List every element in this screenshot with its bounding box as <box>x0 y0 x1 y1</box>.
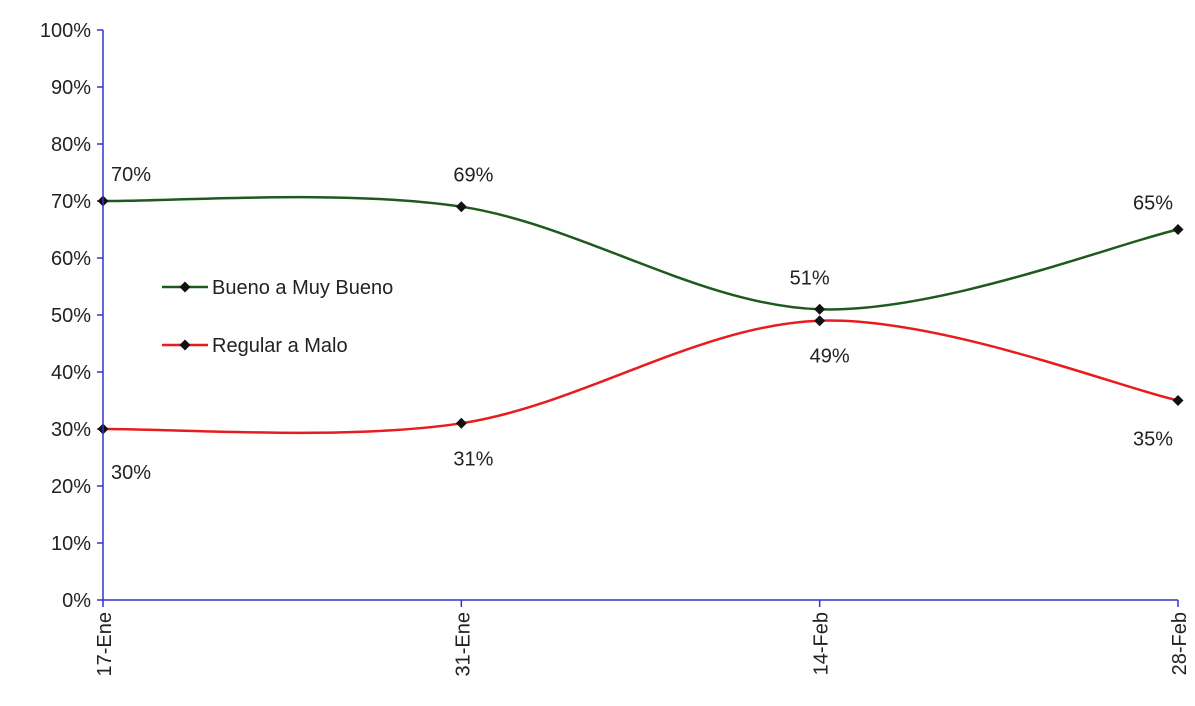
legend-item-regular: Regular a Malo <box>162 335 348 357</box>
y-axis-ticks: 0% 10% 20% 30% 40% 50% 60% 70% 80% 90% 100% <box>40 20 103 612</box>
x-tick-label: 17-Ene <box>94 612 116 677</box>
y-tick-label: 10% <box>51 533 91 555</box>
legend-label-regular-a-malo: Regular a Malo <box>212 335 348 357</box>
y-tick-label: 70% <box>51 191 91 213</box>
legend-label-bueno-a-muy-bueno: Bueno a Muy Bueno <box>212 277 393 299</box>
data-label: 70% <box>111 164 151 186</box>
legend-swatch-marker <box>179 339 191 351</box>
data-point <box>1172 395 1184 406</box>
series-markers <box>97 195 1184 435</box>
x-tick-label: 28-Feb <box>1169 612 1191 675</box>
data-label: 49% <box>810 346 850 368</box>
data-label: 30% <box>111 462 151 484</box>
legend-item-bueno: Bueno a Muy Bueno <box>162 277 393 299</box>
data-point <box>1172 224 1184 235</box>
x-tick-label: 31-Ene <box>452 612 474 677</box>
data-label: 69% <box>453 165 493 187</box>
data-point <box>814 315 826 327</box>
legend-swatch-marker <box>179 281 191 293</box>
data-labels: 70% 69% 51% 65% 30% 31% 49% 35% <box>111 164 1173 484</box>
data-point <box>455 417 467 429</box>
y-tick-label: 0% <box>62 590 91 612</box>
data-label: 35% <box>1133 429 1173 451</box>
series-lines <box>102 195 1179 435</box>
data-point <box>814 303 826 315</box>
legend: Bueno a Muy Bueno Regular a Malo <box>162 277 393 357</box>
x-tick-label: 14-Feb <box>811 612 833 675</box>
y-tick-label: 90% <box>51 77 91 99</box>
series-line-0 <box>102 195 1179 311</box>
y-tick-label: 50% <box>51 305 91 327</box>
y-tick-label: 60% <box>51 248 91 270</box>
data-label: 31% <box>453 448 493 470</box>
y-tick-label: 80% <box>51 134 91 156</box>
data-label: 65% <box>1133 193 1173 215</box>
y-tick-label: 30% <box>51 419 91 441</box>
data-point <box>455 201 467 213</box>
y-tick-label: 20% <box>51 476 91 498</box>
y-tick-label: 40% <box>51 362 91 384</box>
y-tick-label: 100% <box>40 20 91 42</box>
data-label: 51% <box>790 267 830 289</box>
series-line-1 <box>102 319 1179 435</box>
x-axis-ticks: 17-Ene 31-Ene 14-Feb 28-Feb <box>94 600 1191 677</box>
